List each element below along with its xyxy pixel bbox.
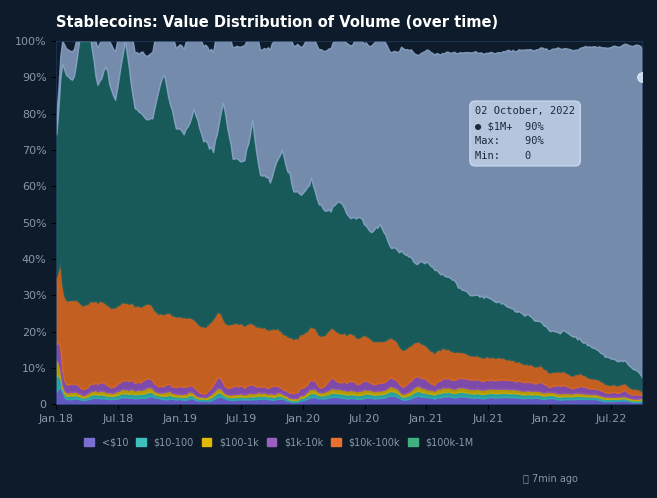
Text: 02 October, 2022
● $1M+  90%
Max:    90%
Min:    0: 02 October, 2022 ● $1M+ 90% Max: 90% Min… [475,106,575,161]
Text: Stablecoins: Value Distribution of Volume (over time): Stablecoins: Value Distribution of Volum… [57,15,499,30]
Legend: <$10, $10-100, $100-1k, $1k-10k, $10k-100k, $100k-1M: <$10, $10-100, $100-1k, $1k-10k, $10k-10… [81,434,476,450]
Text: ⌛ 7min ago: ⌛ 7min ago [523,474,578,484]
